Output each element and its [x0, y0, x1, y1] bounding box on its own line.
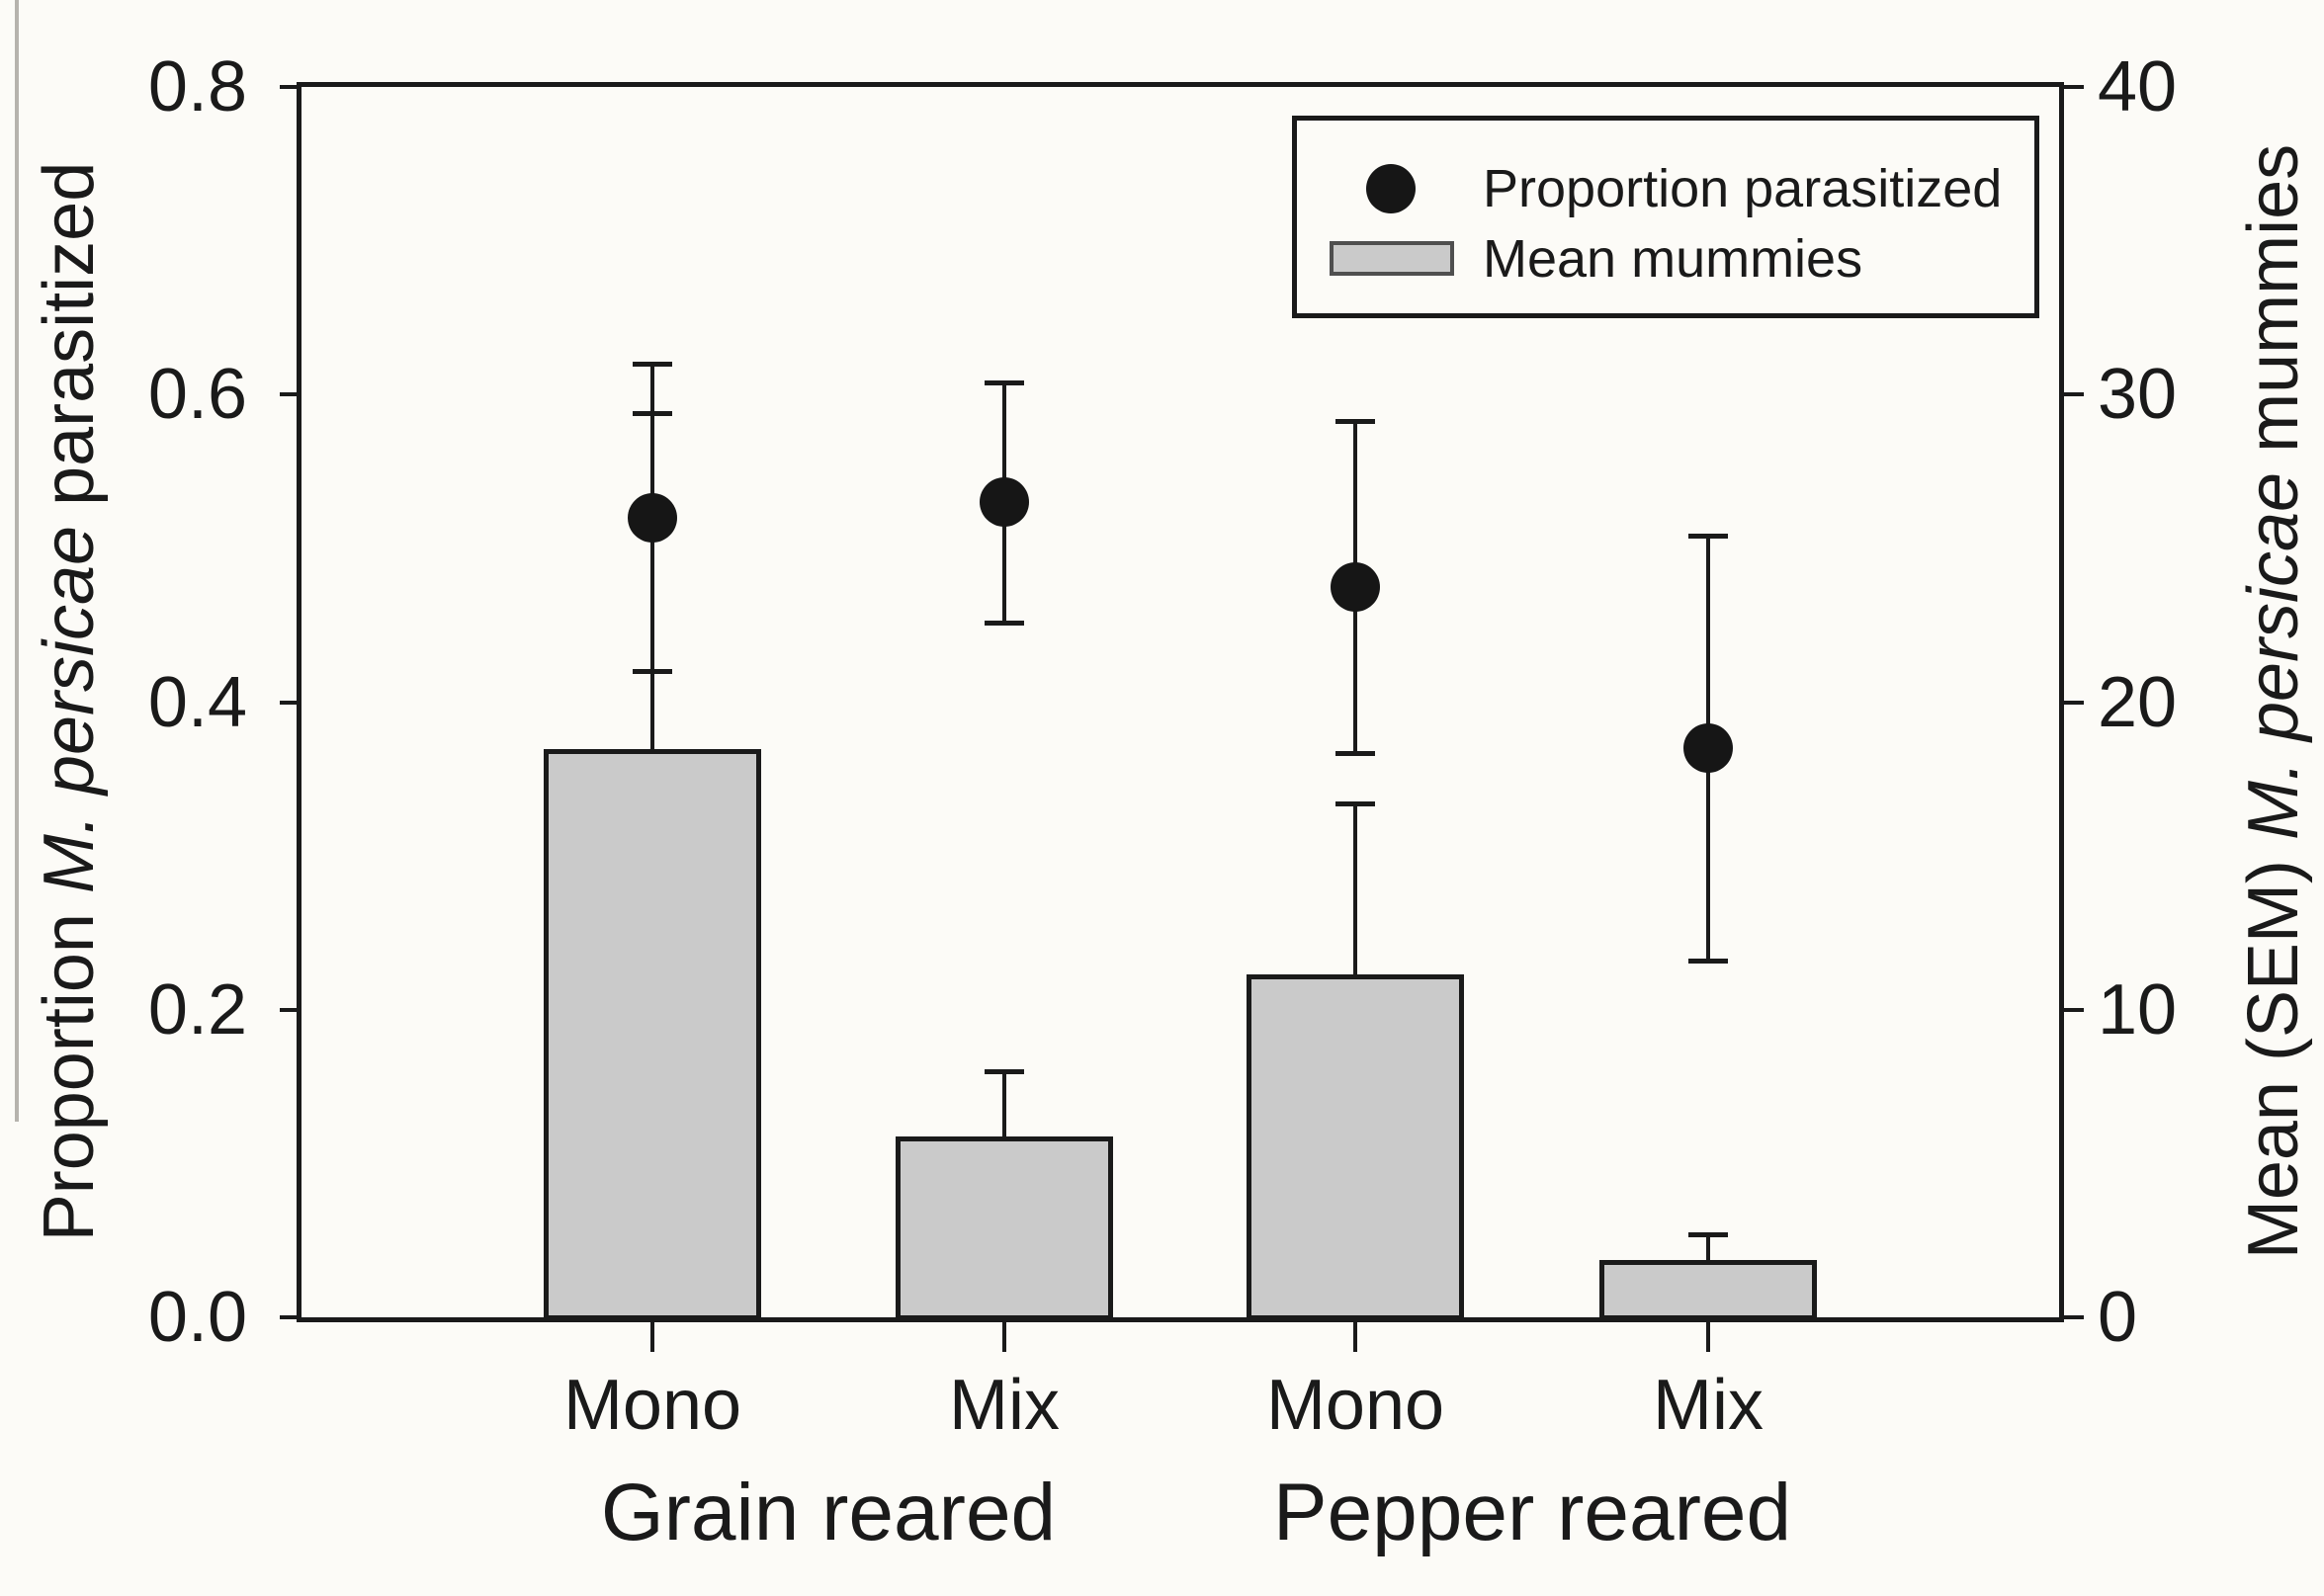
- left-axis-tick: [280, 1007, 301, 1012]
- right-axis-tick-label: 20: [2098, 662, 2178, 742]
- dot-error-cap-bottom: [985, 620, 1024, 626]
- x-axis-tick: [1353, 1322, 1357, 1352]
- legend-label-proportion: Proportion parasitized: [1483, 159, 2003, 218]
- proportion-dot: [980, 477, 1029, 528]
- left-axis-tick: [280, 85, 301, 89]
- right-axis-tick-label: 30: [2098, 355, 2178, 435]
- legend-label-mummies: Mean mummies: [1483, 229, 1863, 289]
- left-axis-tick-label: 0.8: [147, 47, 247, 126]
- right-axis-title-species: M. persicae: [2234, 471, 2313, 841]
- proportion-dot: [628, 492, 677, 543]
- right-axis-tick-label: 10: [2098, 969, 2178, 1050]
- left-axis-tick-label: 0.0: [147, 1278, 247, 1357]
- bar-error-cap: [1688, 1231, 1728, 1237]
- bar-error-line: [1353, 803, 1357, 976]
- dot-error-cap-bottom: [1688, 958, 1728, 964]
- legend-bar-swatch-icon: [1330, 241, 1454, 276]
- legend: Proportion parasitized Mean mummies: [1292, 116, 2039, 318]
- x-axis-tick: [650, 1322, 654, 1352]
- right-axis-tick: [2062, 700, 2084, 705]
- right-axis-tick-label: 40: [2098, 47, 2178, 126]
- right-axis-tick-label: 0: [2098, 1278, 2138, 1357]
- bar-error-line: [1002, 1071, 1006, 1139]
- x-axis-tick-label: Mix: [1653, 1366, 1764, 1445]
- left-axis-tick-label: 0.2: [147, 969, 247, 1050]
- left-axis-tick-label: 0.4: [147, 662, 247, 742]
- dot-error-cap-top: [633, 362, 672, 368]
- left-axis-tick: [280, 700, 301, 705]
- dot-error-cap-top: [1688, 534, 1728, 540]
- left-axis-tick-label: 0.6: [147, 355, 247, 435]
- group-label-pepper: Pepper reared: [1272, 1468, 1792, 1557]
- proportion-dot: [1683, 723, 1733, 774]
- page-edge-artifact: [15, 0, 19, 1122]
- x-axis-tick-label: Mono: [562, 1366, 742, 1445]
- dot-error-cap-top: [985, 379, 1024, 385]
- right-axis-tick: [2062, 1007, 2084, 1012]
- x-axis-tick-label: Mono: [1265, 1366, 1445, 1445]
- x-axis-tick: [1706, 1322, 1710, 1352]
- bar-error-cap: [985, 1069, 1024, 1074]
- bar-error-cap: [1335, 801, 1375, 807]
- right-axis-tick: [2062, 392, 2084, 397]
- mean-mummies-bar: [1599, 1259, 1817, 1320]
- left-axis-title-pre: Proportion: [30, 893, 109, 1242]
- proportion-dot: [1331, 561, 1380, 612]
- dot-error-cap-bottom: [1335, 750, 1375, 756]
- right-axis-tick: [2062, 85, 2084, 89]
- mean-mummies-bar: [896, 1136, 1113, 1320]
- right-axis-tick: [2062, 1315, 2084, 1319]
- left-axis-tick: [280, 392, 301, 397]
- mean-mummies-bar: [1247, 973, 1464, 1320]
- legend-circle-icon: [1366, 164, 1416, 213]
- mean-mummies-bar: [544, 749, 761, 1320]
- right-axis-title-pre: Mean (SEM): [2234, 840, 2313, 1260]
- dot-error-cap-bottom: [633, 669, 672, 675]
- x-axis-tick: [1002, 1322, 1006, 1352]
- left-axis-title-post: parasitized: [30, 161, 109, 526]
- group-label-grain: Grain reared: [600, 1468, 1057, 1557]
- bar-error-line: [1706, 1233, 1710, 1262]
- dot-error-cap-top: [1335, 418, 1375, 424]
- left-axis-tick: [280, 1315, 301, 1319]
- x-axis-tick-label: Mix: [949, 1366, 1060, 1445]
